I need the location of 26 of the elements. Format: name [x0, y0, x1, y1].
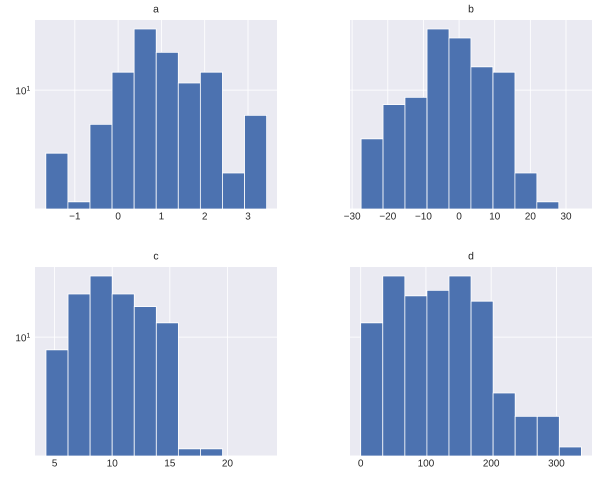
x-tick-label: 0: [358, 460, 364, 467]
x-tick-label: 0: [456, 212, 462, 220]
chart-title: c: [154, 254, 158, 260]
x-tick-label: 1: [159, 212, 164, 220]
x-tick-label: 2: [202, 212, 207, 220]
x-tick-label: 200: [483, 460, 500, 467]
x-tick-label: −30: [344, 212, 360, 220]
x-tick-label: −1: [70, 212, 80, 220]
x-tick-label: 30: [560, 212, 572, 220]
x-tick-label: −20: [380, 212, 396, 220]
x-tick-label: 20: [222, 460, 233, 467]
text: 10$^{1}$: [16, 86, 30, 94]
x-tick-label: 5: [52, 460, 57, 466]
x-tick-label: 15: [165, 460, 175, 466]
x-tick-label: 3: [246, 212, 250, 220]
x-tick-label: 10: [490, 212, 500, 220]
x-tick-label: 100: [418, 460, 434, 467]
chart-title: d: [468, 252, 474, 260]
chart-title: a: [154, 6, 159, 12]
x-tick-label: 0: [116, 212, 121, 220]
text: 10$^{1}$: [16, 332, 30, 342]
x-tick-label: 10: [107, 460, 118, 467]
x-tick-label: 300: [548, 460, 564, 467]
chart-title: b: [468, 4, 474, 12]
x-tick-label: −10: [415, 212, 432, 220]
x-tick-label: 20: [525, 212, 536, 220]
